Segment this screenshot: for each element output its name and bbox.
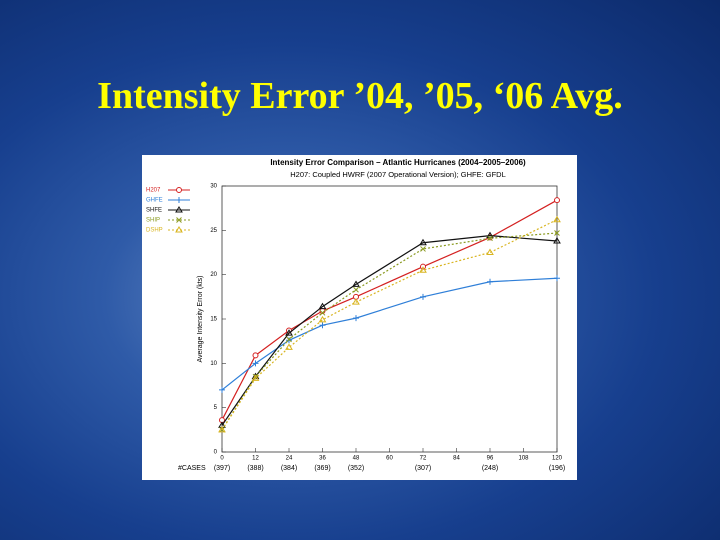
marker (487, 235, 493, 242)
marker (319, 322, 326, 329)
x-tick-label: 0 (220, 456, 224, 462)
cases-label: (388) (247, 465, 263, 472)
cases-label: (397) (214, 465, 230, 472)
marker (319, 309, 326, 316)
legend-label: SHIP (146, 218, 160, 224)
series-line (221, 219, 558, 431)
marker (553, 215, 561, 223)
series-line (221, 235, 558, 426)
x-tick-label: 96 (487, 456, 494, 462)
marker (175, 226, 183, 233)
series-line (221, 277, 558, 391)
marker (252, 360, 259, 367)
cases-label: (369) (314, 465, 330, 472)
marker (419, 238, 427, 246)
marker (554, 197, 560, 204)
y-tick-label: 10 (210, 361, 217, 367)
x-tick-label: 60 (386, 456, 393, 462)
cases-label: (248) (482, 465, 498, 472)
series-line (221, 199, 558, 421)
x-tick-label: 84 (453, 456, 460, 462)
marker (353, 286, 359, 293)
marker (251, 374, 260, 381)
marker (420, 246, 426, 252)
marker (318, 302, 327, 310)
marker (487, 278, 493, 285)
marker (486, 248, 494, 255)
marker (554, 230, 560, 236)
marker (218, 425, 226, 433)
y-tick-label: 5 (214, 405, 218, 411)
series-line (221, 232, 558, 431)
marker (219, 386, 225, 393)
marker (176, 187, 182, 193)
marker (252, 352, 259, 359)
marker (554, 275, 560, 282)
marker (419, 266, 427, 273)
x-tick-label: 108 (518, 456, 529, 462)
chart-title: Intensity Error Comparison – Atlantic Hu… (270, 158, 526, 167)
legend-label: DSHP (146, 228, 163, 234)
marker (176, 217, 182, 223)
marker (353, 315, 359, 322)
cases-title: #CASES (178, 465, 206, 472)
cases-label: (352) (348, 465, 364, 472)
marker (318, 315, 327, 323)
marker (553, 237, 561, 244)
y-tick-label: 20 (210, 272, 217, 278)
marker (285, 329, 293, 336)
x-tick-label: 24 (286, 456, 293, 462)
legend-label: SHFE (146, 208, 162, 214)
x-tick-label: 48 (353, 456, 360, 462)
marker (420, 293, 426, 300)
marker (352, 298, 360, 305)
y-tick-label: 30 (210, 184, 217, 190)
chart-subtitle: H207: Coupled HWRF (2007 Operational Ver… (290, 170, 506, 179)
slide-title: Intensity Error ’04, ’05, ‘06 Avg. (97, 75, 623, 117)
x-tick-label: 36 (319, 456, 326, 462)
y-tick-label: 15 (210, 317, 217, 323)
y-tick-label: 0 (214, 450, 218, 456)
cases-label: (196) (549, 465, 565, 472)
legend-label: GHFE (146, 198, 163, 204)
cases-label: (307) (415, 465, 431, 472)
legend-label: H207 (146, 188, 161, 194)
cases-label: (384) (281, 465, 297, 472)
marker (352, 280, 360, 287)
x-tick-label: 120 (552, 456, 563, 462)
marker (286, 336, 292, 343)
marker (175, 206, 183, 213)
y-tick-label: 25 (210, 228, 217, 234)
marker (176, 197, 182, 203)
x-tick-label: 12 (252, 456, 259, 462)
marker (285, 343, 293, 350)
x-tick-label: 72 (420, 456, 427, 462)
y-axis-label: Average Intensity Error (kts) (197, 275, 204, 362)
